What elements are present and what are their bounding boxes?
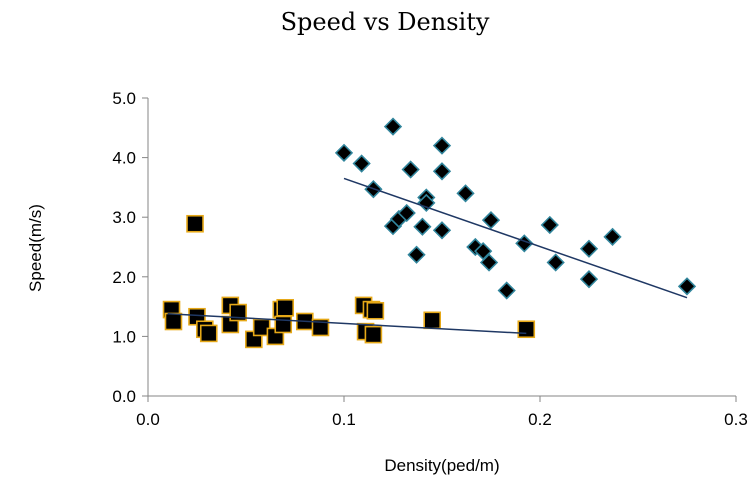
square-point: [364, 325, 383, 344]
y-tick-label: 1.0: [112, 327, 136, 346]
data-series: [162, 117, 697, 349]
diamond-point: [456, 184, 475, 203]
square-point: [274, 315, 293, 334]
diamond-point: [352, 154, 371, 173]
square-point: [276, 298, 295, 317]
x-tick-label: 0.2: [528, 410, 552, 429]
square-point: [164, 312, 183, 331]
square-point: [229, 303, 247, 322]
x-axis-label: Density(ped/m): [384, 456, 499, 475]
y-tick-label: 3.0: [112, 208, 136, 227]
diamond-point: [432, 162, 452, 181]
diamond-point: [579, 270, 599, 289]
square-point: [186, 214, 204, 233]
diamond-point: [579, 239, 599, 258]
diamond-point: [540, 215, 559, 235]
series-2-trendline: [167, 313, 527, 335]
y-tick-label: 0.0: [112, 387, 136, 406]
diamond-point: [413, 217, 432, 236]
diamond-point: [397, 203, 416, 223]
x-tick-label: 0.1: [332, 410, 356, 429]
square-point: [366, 301, 385, 320]
plot-axes: [147, 98, 736, 397]
diamond-point: [407, 245, 426, 264]
series-2-square-markers: [162, 214, 536, 349]
diamond-point: [481, 211, 501, 230]
square-point: [311, 318, 330, 337]
diamond-point: [432, 136, 452, 155]
diamond-point: [432, 221, 452, 240]
diamond-point: [479, 253, 499, 272]
diamond-point: [334, 143, 354, 162]
y-axis-label: Speed(m/s): [26, 204, 45, 292]
y-tick-label: 5.0: [112, 89, 136, 108]
diamond-point: [474, 242, 493, 261]
square-point: [199, 324, 218, 343]
diamond-point: [401, 160, 420, 179]
series-1-diamond-markers: [334, 117, 697, 300]
series-1-trendline: [343, 177, 688, 299]
y-tick-label: 2.0: [112, 268, 136, 287]
diamond-point: [603, 227, 622, 246]
diamond-point: [497, 281, 516, 300]
x-axis-ticks: 0.0 0.1 0.2 0.3: [136, 396, 748, 429]
y-tick-label: 4.0: [112, 149, 136, 168]
y-axis-ticks: 0.0 1.0 2.0 3.0 4.0 5.0: [112, 89, 148, 406]
diamond-point: [677, 277, 697, 296]
x-tick-label: 0.0: [136, 410, 160, 429]
square-point: [517, 320, 536, 339]
chart-title: Speed vs Density: [281, 8, 490, 36]
square-point: [423, 311, 442, 330]
diamond-point: [546, 253, 565, 272]
x-tick-label: 0.3: [724, 410, 748, 429]
diamond-point: [383, 117, 403, 136]
diamond-point: [417, 193, 436, 213]
